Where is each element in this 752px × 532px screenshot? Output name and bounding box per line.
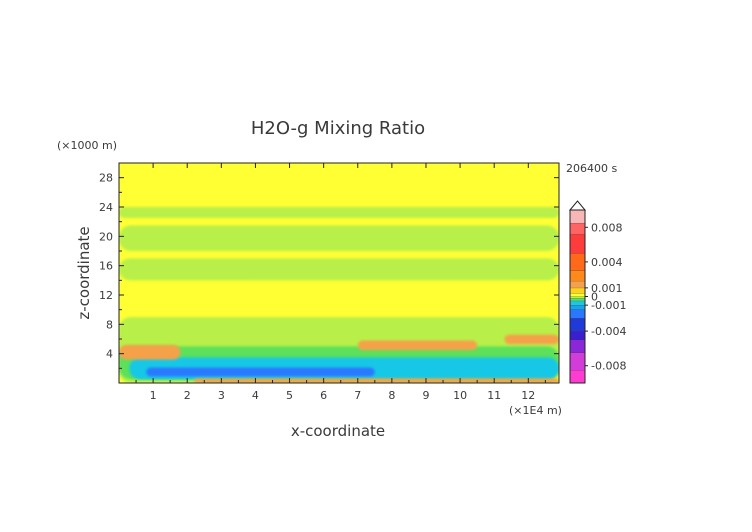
field-region-orange <box>504 334 559 345</box>
x-tick-label: 5 <box>286 389 293 402</box>
field-region-orange <box>119 344 181 360</box>
chart-title: H2O-g Mixing Ratio <box>251 118 425 139</box>
colorbar-band <box>570 234 585 254</box>
colorbar-band <box>570 222 585 235</box>
x-tick-label: 12 <box>521 389 535 402</box>
y-tick-label: 8 <box>106 318 113 331</box>
colorbar-band <box>570 309 585 319</box>
colorbar-band <box>570 339 585 353</box>
x-axis-ticks: 1 2 3 4 5 6 7 8 9 10 11 12 <box>135 163 546 402</box>
field-region-orange <box>194 378 559 383</box>
y-tick-label: 20 <box>99 230 113 243</box>
colorbar-band <box>570 298 585 301</box>
colorbar-band <box>570 270 585 281</box>
y-unit-label: (×1000 m) <box>57 139 117 152</box>
colorbar-band <box>570 318 585 332</box>
colorbar-band <box>570 287 585 294</box>
x-tick-label: 6 <box>320 389 327 402</box>
x-tick-label: 10 <box>453 389 467 402</box>
colorbar-band <box>570 370 585 383</box>
x-axis-label: x-coordinate <box>291 422 385 440</box>
colorbar-label: -0.008 <box>591 360 626 373</box>
heatmap-field <box>119 163 559 383</box>
colorbar-band <box>570 210 585 223</box>
x-tick-label: 8 <box>388 389 395 402</box>
x-tick-label: 3 <box>218 389 225 402</box>
y-axis-ticks: 4 8 12 16 20 24 28 <box>99 172 559 369</box>
y-tick-label: 24 <box>99 201 113 214</box>
y-tick-label: 4 <box>106 348 113 361</box>
field-region-orange <box>357 340 478 350</box>
y-tick-label: 28 <box>99 172 113 185</box>
colorbar-label: 0 <box>591 291 598 304</box>
colorbar-band <box>570 293 585 297</box>
field-region-lime <box>119 225 559 251</box>
x-tick-label: 1 <box>150 389 157 402</box>
plot-frame <box>118 162 560 384</box>
colorbar-label: -0.001 <box>591 299 626 312</box>
colorbar-label: 0.004 <box>591 256 623 269</box>
x-unit-label: (×1E4 m) <box>509 404 562 417</box>
field-region-blue <box>146 367 375 377</box>
x-tick-label: 4 <box>252 389 259 402</box>
colorbar-band <box>570 296 585 299</box>
y-tick-label: 12 <box>99 289 113 302</box>
time-label: 206400 s <box>566 162 617 175</box>
field-region-lime <box>119 207 559 218</box>
field-region-lime <box>119 258 559 281</box>
colorbar-top-arrow <box>568 200 587 211</box>
colorbar-band <box>570 253 585 271</box>
x-tick-label: 2 <box>184 389 191 402</box>
x-tick-label: 11 <box>487 389 501 402</box>
colorbar-band <box>570 280 585 288</box>
colorbar-band <box>570 305 585 310</box>
y-axis-label: z-coordinate <box>75 226 93 319</box>
colorbar-band <box>570 352 585 371</box>
x-tick-label: 7 <box>354 389 361 402</box>
colorbar-label: 0.001 <box>591 282 623 295</box>
y-tick-label: 16 <box>99 260 113 273</box>
x-tick-label: 9 <box>422 389 429 402</box>
colorbar-band <box>570 331 585 340</box>
colorbar-label: -0.004 <box>591 325 626 338</box>
colorbar-label: 0.008 <box>591 221 623 234</box>
colorbar-band <box>570 300 585 306</box>
